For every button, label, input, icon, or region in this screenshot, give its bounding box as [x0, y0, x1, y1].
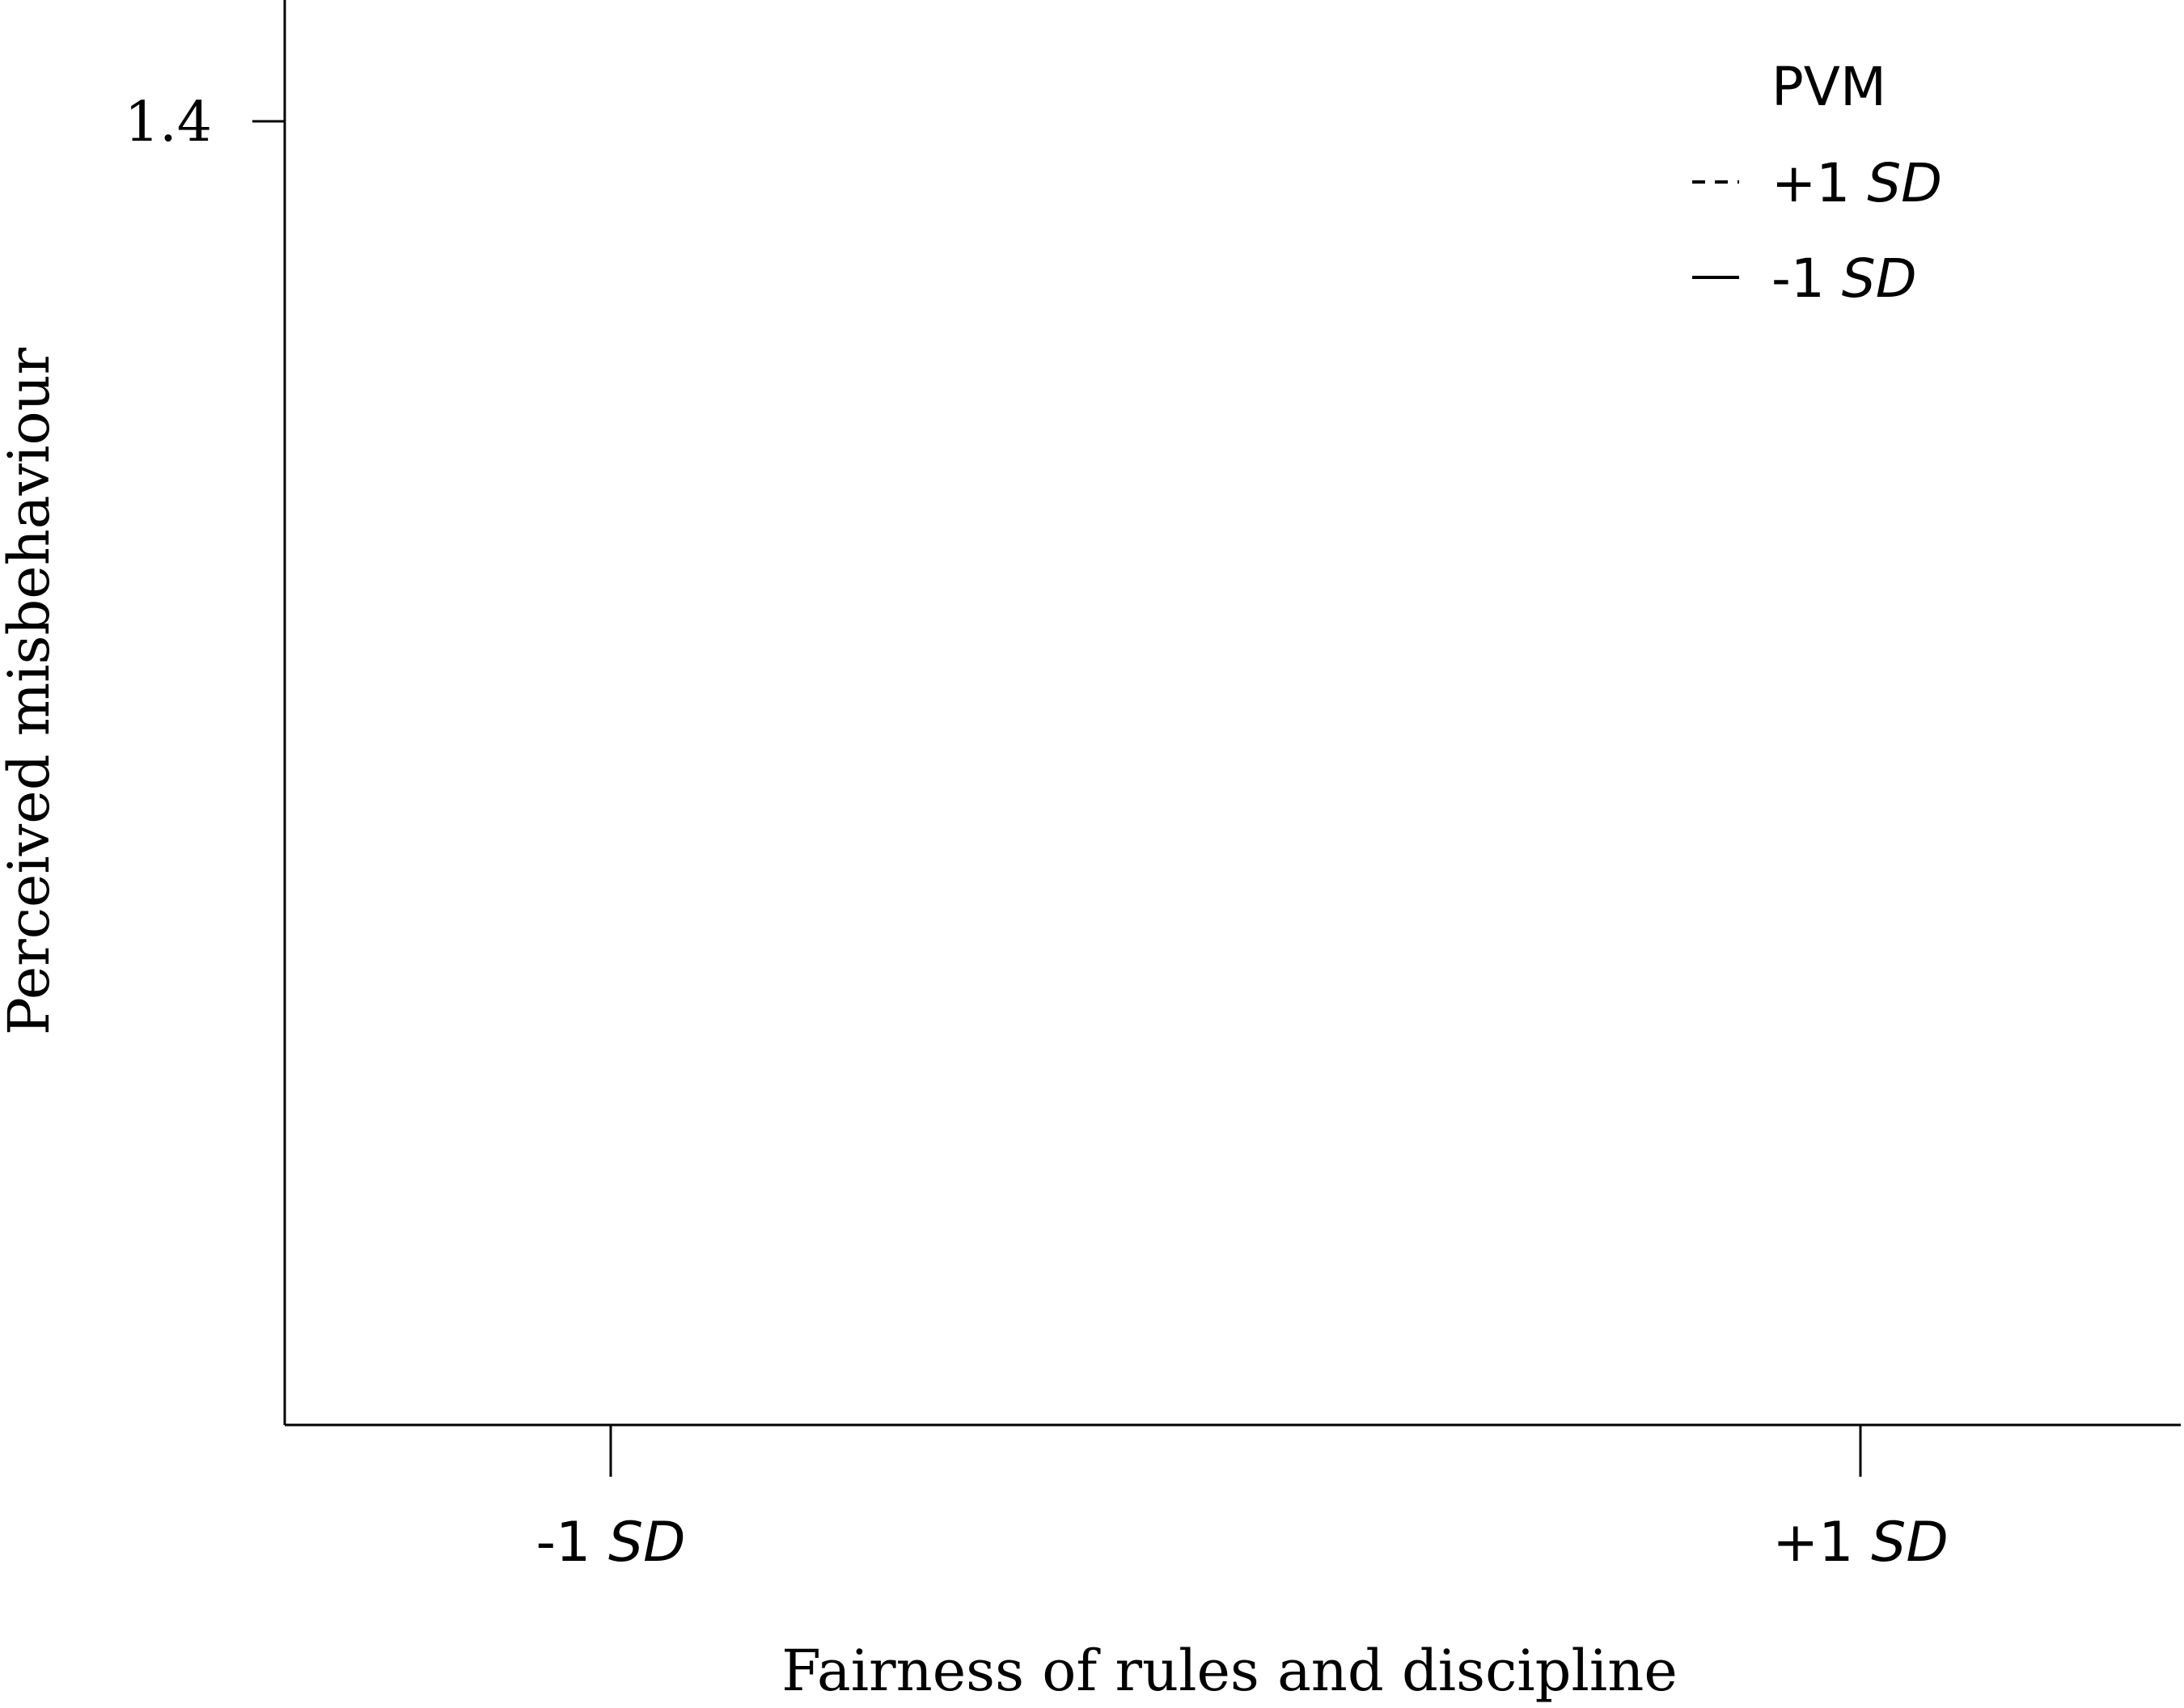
x-tick-label: -1 SD — [536, 1511, 686, 1575]
y-axis: 1.41.61.82.02.22.42.6 — [125, 0, 286, 1425]
legend-label-emph: SD — [1867, 152, 1942, 214]
legend-label: +1 SD — [1771, 152, 1942, 214]
legend-label-emph: SD — [1842, 247, 1917, 310]
x-tick-label-prefix: -1 — [536, 1511, 608, 1575]
x-axis: -1 SD +1 SD — [285, 1423, 2181, 1575]
legend-title: PVM — [1771, 56, 1886, 118]
y-tick-label: 1.4 — [125, 91, 212, 154]
x-tick-label: +1 SD — [1772, 1511, 1948, 1575]
legend: PVM +1 SD-1 SD — [1692, 56, 1942, 310]
y-ticks: 1.41.61.82.02.22.42.6 — [125, 91, 285, 154]
legend-label-prefix: -1 — [1771, 247, 1842, 310]
x-tick-label-prefix: +1 — [1772, 1511, 1871, 1575]
y-axis-title: Perceived misbehaviour — [0, 347, 62, 1035]
x-tick-label-emph: SD — [608, 1511, 686, 1575]
legend-items: +1 SD-1 SD — [1692, 152, 1942, 310]
legend-label: -1 SD — [1771, 247, 1917, 310]
x-axis-title: Fairness of rules and discipline — [781, 1638, 1678, 1704]
legend-label-prefix: +1 — [1771, 152, 1867, 214]
x-ticks: -1 SD +1 SD — [536, 1425, 1949, 1575]
x-tick-label-emph: SD — [1871, 1511, 1949, 1575]
